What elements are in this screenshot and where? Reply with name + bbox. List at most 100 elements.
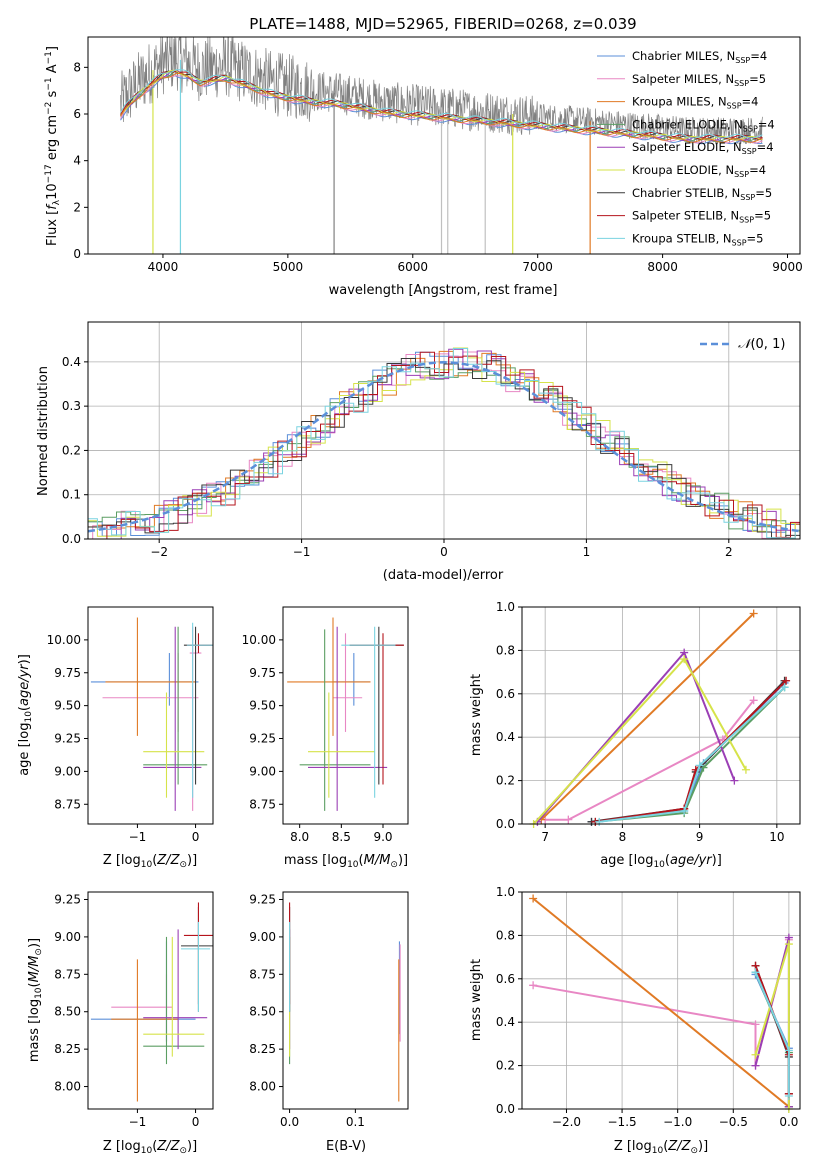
mass-weight-line (595, 680, 787, 823)
gaussian-curve (88, 361, 800, 533)
y-tick-label: 0.2 (62, 443, 81, 457)
mass-weight-marker (695, 761, 704, 770)
y-tick-label: 1.0 (496, 885, 515, 899)
panel-marks (90, 902, 213, 1102)
panel-marks (90, 617, 213, 811)
legend-label: Salpeter STELIB, NSSP=5 (632, 209, 771, 225)
spectrum-legend: Chabrier MILES, NSSP=4 Salpeter MILES, NS… (597, 49, 775, 247)
panel-marks (287, 617, 404, 811)
y-tick-label: 0.1 (62, 488, 81, 502)
panel-frame (282, 891, 409, 1110)
mass-vs-z-xlabel: Z [log10(Z/Z⊙)] (103, 1139, 197, 1156)
y-tick-label: 8.00 (249, 1080, 276, 1094)
y-tick-label: 0.6 (496, 972, 515, 986)
legend-count: =5 (755, 186, 772, 200)
legend-count: =4 (750, 49, 767, 63)
x-tick-label: −2 (150, 545, 168, 559)
y-tick-label: 0.6 (496, 687, 515, 701)
spectrum-xlabel: wavelength [Angstrom, rest frame] (329, 283, 558, 298)
panel-marks (289, 902, 401, 1102)
y-tick-label: 0.4 (496, 730, 515, 744)
x-tick-label: 1 (583, 545, 591, 559)
residual-legend: 𝒩(0, 1) (700, 337, 785, 352)
y-tick-label: 9.50 (54, 699, 81, 713)
mass-weight-marker (749, 609, 758, 618)
x-tick-label: 7 (541, 830, 549, 844)
y-tick-label: 0.4 (62, 355, 81, 369)
legend-count: =5 (754, 209, 771, 223)
spectrum-title: PLATE=1488, MJD=52965, FIBERID=0268, z=0… (249, 15, 636, 33)
y-tick-label: 1.0 (496, 600, 515, 614)
residual-plot-area (88, 347, 800, 539)
x-tick-label: 0.0 (779, 1115, 798, 1129)
x-tick-label: −1 (129, 830, 147, 844)
mass-weight-line (545, 699, 755, 821)
mass-weight-marker (784, 1091, 793, 1100)
spectrum-ticks: 4000 5000 6000 7000 8000 9000 0 2 4 6 8 (73, 60, 802, 274)
legend-label: Salpeter MILES, NSSP=5 (632, 72, 766, 88)
x-tick-label: 8000 (647, 260, 678, 274)
y-tick-label: 0.8 (496, 643, 515, 657)
mass-weight-line (532, 657, 747, 825)
panel-ticks: 7 8 9 10 0.0 0.2 0.4 0.6 0.8 1.0 (496, 600, 785, 844)
y-tick-label: 10.00 (47, 633, 81, 647)
y-tick-label: 8.75 (249, 967, 276, 981)
residual-steps (88, 347, 800, 539)
mass-weight-marker (741, 765, 750, 774)
y-tick-label: 0.0 (496, 817, 515, 831)
legend-subscript: SSP (727, 102, 742, 111)
y-tick-label: 0.4 (496, 1015, 515, 1029)
mass-weight-vs-z-xlabel: Z [log10(Z/Z⊙)] (614, 1139, 708, 1156)
legend-count: =5 (747, 231, 764, 245)
mass-weight-marker (564, 815, 573, 824)
x-tick-label: 6000 (397, 260, 428, 274)
x-tick-label: 9000 (772, 260, 803, 274)
y-tick-label: 0.3 (62, 399, 81, 413)
x-tick-label: 0.1 (346, 1115, 365, 1129)
y-tick-label: 9.25 (249, 892, 276, 906)
residual-panel: −2 −1 0 1 2 0.0 0.1 0.2 0.3 0.4 (data-model)/erro… (36, 321, 801, 583)
mass-weight-vs-age-ylabel: mass weight (469, 674, 484, 756)
age-vs-z-panel: −1 0 8.75 9.00 9.25 9.50 9.75 10.00 (47, 606, 214, 844)
residual-histogram-step (88, 358, 800, 539)
x-tick-label: −2.0 (552, 1115, 581, 1129)
y-tick-label: 9.75 (54, 666, 81, 680)
age-vs-z-ylabel: age [log10(age/yr)] (17, 654, 34, 776)
legend-label: Kroupa STELIB, NSSP=5 (632, 231, 763, 247)
panel-ticks: −1 0 8.00 8.25 8.50 8.75 9.00 9.25 (54, 892, 199, 1129)
legend-count: =4 (757, 140, 774, 154)
x-tick-label: 9.0 (373, 830, 392, 844)
mass-weight-marker (751, 1061, 760, 1070)
mass-vs-ebv-xlabel: E(B-V) (326, 1139, 366, 1154)
y-tick-label: 9.00 (249, 764, 276, 778)
x-tick-label: 0 (192, 1115, 200, 1129)
spectrum-ylabel: Flux [fλ10−17 erg cm−2 s−1 A−1] (44, 46, 62, 246)
mass-weight-marker (730, 776, 739, 785)
y-tick-label: 8.00 (54, 1080, 81, 1094)
y-tick-label: 9.25 (54, 732, 81, 746)
legend-subscript: SSP (740, 193, 755, 202)
x-tick-label: 2 (725, 545, 733, 559)
panel-ticks: −1 0 8.75 9.00 9.25 9.50 9.75 10.00 (47, 633, 200, 844)
mass-weight-marker (680, 806, 689, 815)
spectrum-frame (87, 36, 801, 255)
panel-marks (529, 609, 791, 828)
x-tick-label: 0 (192, 830, 200, 844)
mass-weight-marker (595, 817, 604, 826)
residual-histogram-step (88, 351, 800, 539)
y-tick-label: 9.00 (54, 764, 81, 778)
legend-label: Salpeter ELODIE, NSSP=4 (632, 140, 774, 156)
x-tick-label: −0.5 (719, 1115, 748, 1129)
spectrum-lines (120, 37, 763, 254)
residual-histogram-step (88, 350, 800, 539)
mass-weight-marker (782, 676, 791, 685)
y-tick-label: 0.8 (496, 928, 515, 942)
x-tick-label: 9 (696, 830, 704, 844)
mass-weight-marker (680, 655, 689, 664)
y-tick-label: 8.75 (249, 797, 276, 811)
mass-weight-marker (784, 1046, 793, 1055)
residual-ylabel: Normed distribution (36, 366, 51, 496)
legend-count: =4 (749, 163, 766, 177)
mass-weight-line (599, 686, 786, 823)
